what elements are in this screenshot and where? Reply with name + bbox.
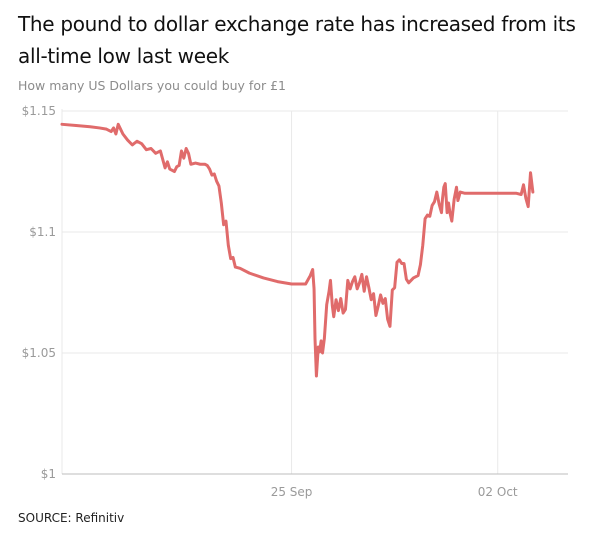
- series-line-0: [60, 122, 535, 378]
- axes: [61, 109, 568, 475]
- x-tick-label: 25 Sep: [271, 485, 313, 499]
- gridlines: [62, 110, 568, 474]
- y-tick-labels: $1 $1.05 $1.1 $1.15: [22, 104, 56, 481]
- y-tick-label: $1.1: [29, 225, 56, 239]
- y-tick-label: $1: [41, 467, 56, 481]
- series-layer: [60, 122, 535, 378]
- source-note: SOURCE: Refinitiv: [18, 511, 125, 525]
- x-tick-label: 02 Oct: [478, 485, 518, 499]
- y-tick-label: $1.05: [22, 346, 56, 360]
- x-tick-labels: 25 Sep 02 Oct: [271, 485, 518, 499]
- chart-title: The pound to dollar exchange rate has in…: [18, 12, 576, 68]
- y-tick-label: $1.15: [22, 104, 56, 118]
- chart-subtitle: How many US Dollars you could buy for £1: [18, 78, 286, 93]
